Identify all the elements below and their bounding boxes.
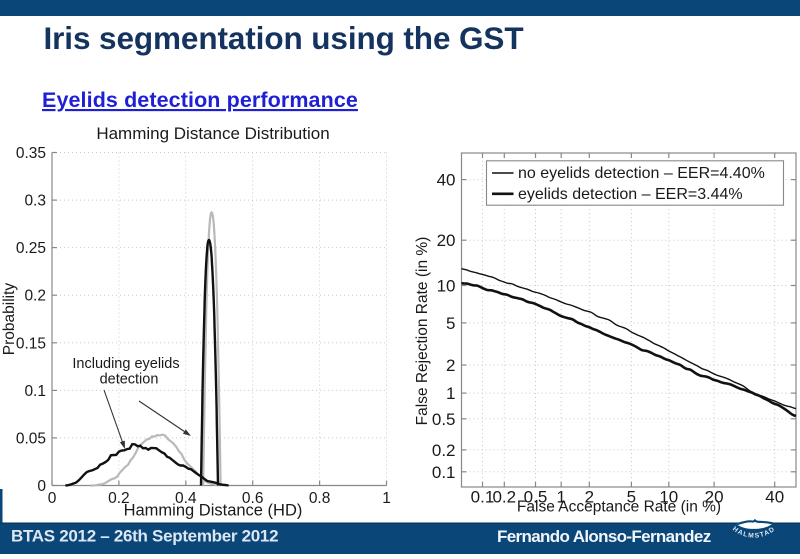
svg-text:0.2: 0.2 — [24, 288, 46, 305]
svg-text:1: 1 — [446, 384, 455, 403]
svg-text:0.2: 0.2 — [432, 441, 456, 460]
svg-text:20: 20 — [705, 488, 724, 507]
svg-text:10: 10 — [659, 488, 678, 507]
svg-text:40: 40 — [437, 171, 456, 190]
svg-text:detection: detection — [100, 372, 159, 388]
svg-text:5: 5 — [446, 314, 455, 333]
svg-text:0.6: 0.6 — [242, 490, 264, 507]
svg-text:0.25: 0.25 — [16, 240, 46, 257]
svg-text:Including eyelids: Including eyelids — [72, 356, 179, 372]
svg-text:0.5: 0.5 — [432, 410, 456, 429]
svg-text:0.8: 0.8 — [309, 490, 331, 507]
svg-text:1: 1 — [382, 490, 391, 507]
svg-text:0.15: 0.15 — [16, 335, 46, 352]
svg-text:BTAS 2012 – 26th September 201: BTAS 2012 – 26th September 2012 — [11, 527, 278, 546]
svg-text:False Acceptance Rate (in %): False Acceptance Rate (in %) — [517, 499, 721, 516]
svg-text:0.1: 0.1 — [432, 463, 456, 482]
svg-text:Probability: Probability — [1, 283, 18, 356]
svg-text:Eyelids detection performance: Eyelids detection performance — [42, 88, 358, 112]
svg-text:Iris segmentation using the GS: Iris segmentation using the GST — [44, 20, 524, 56]
svg-text:0: 0 — [37, 478, 46, 495]
svg-text:10: 10 — [437, 277, 456, 296]
svg-text:0.05: 0.05 — [16, 430, 46, 447]
svg-text:0.3: 0.3 — [24, 193, 46, 210]
svg-text:False Rejection Rate (in %): False Rejection Rate (in %) — [414, 237, 431, 426]
svg-text:Hamming Distance Distribution: Hamming Distance Distribution — [96, 124, 329, 143]
svg-text:0.35: 0.35 — [16, 145, 46, 162]
svg-text:0.5: 0.5 — [524, 488, 548, 507]
svg-text:0: 0 — [48, 490, 57, 507]
svg-text:0.1: 0.1 — [471, 488, 495, 507]
svg-text:2: 2 — [585, 488, 594, 507]
svg-text:2: 2 — [446, 356, 455, 375]
svg-text:0.2: 0.2 — [108, 490, 130, 507]
svg-text:5: 5 — [627, 488, 636, 507]
svg-text:Fernando Alonso-Fernandez: Fernando Alonso-Fernandez — [497, 527, 711, 546]
svg-text:0.1: 0.1 — [24, 383, 46, 400]
svg-text:1: 1 — [556, 488, 565, 507]
svg-text:0.4: 0.4 — [175, 490, 197, 507]
svg-text:Hamming Distance (HD): Hamming Distance (HD) — [124, 502, 303, 520]
svg-text:40: 40 — [765, 488, 784, 507]
svg-text:no eyelids detection – EER=4.4: no eyelids detection – EER=4.40% — [518, 165, 765, 182]
svg-text:0.2: 0.2 — [492, 488, 516, 507]
svg-text:eyelids detection – EER=3.44%: eyelids detection – EER=3.44% — [518, 186, 743, 203]
svg-text:20: 20 — [437, 231, 456, 250]
